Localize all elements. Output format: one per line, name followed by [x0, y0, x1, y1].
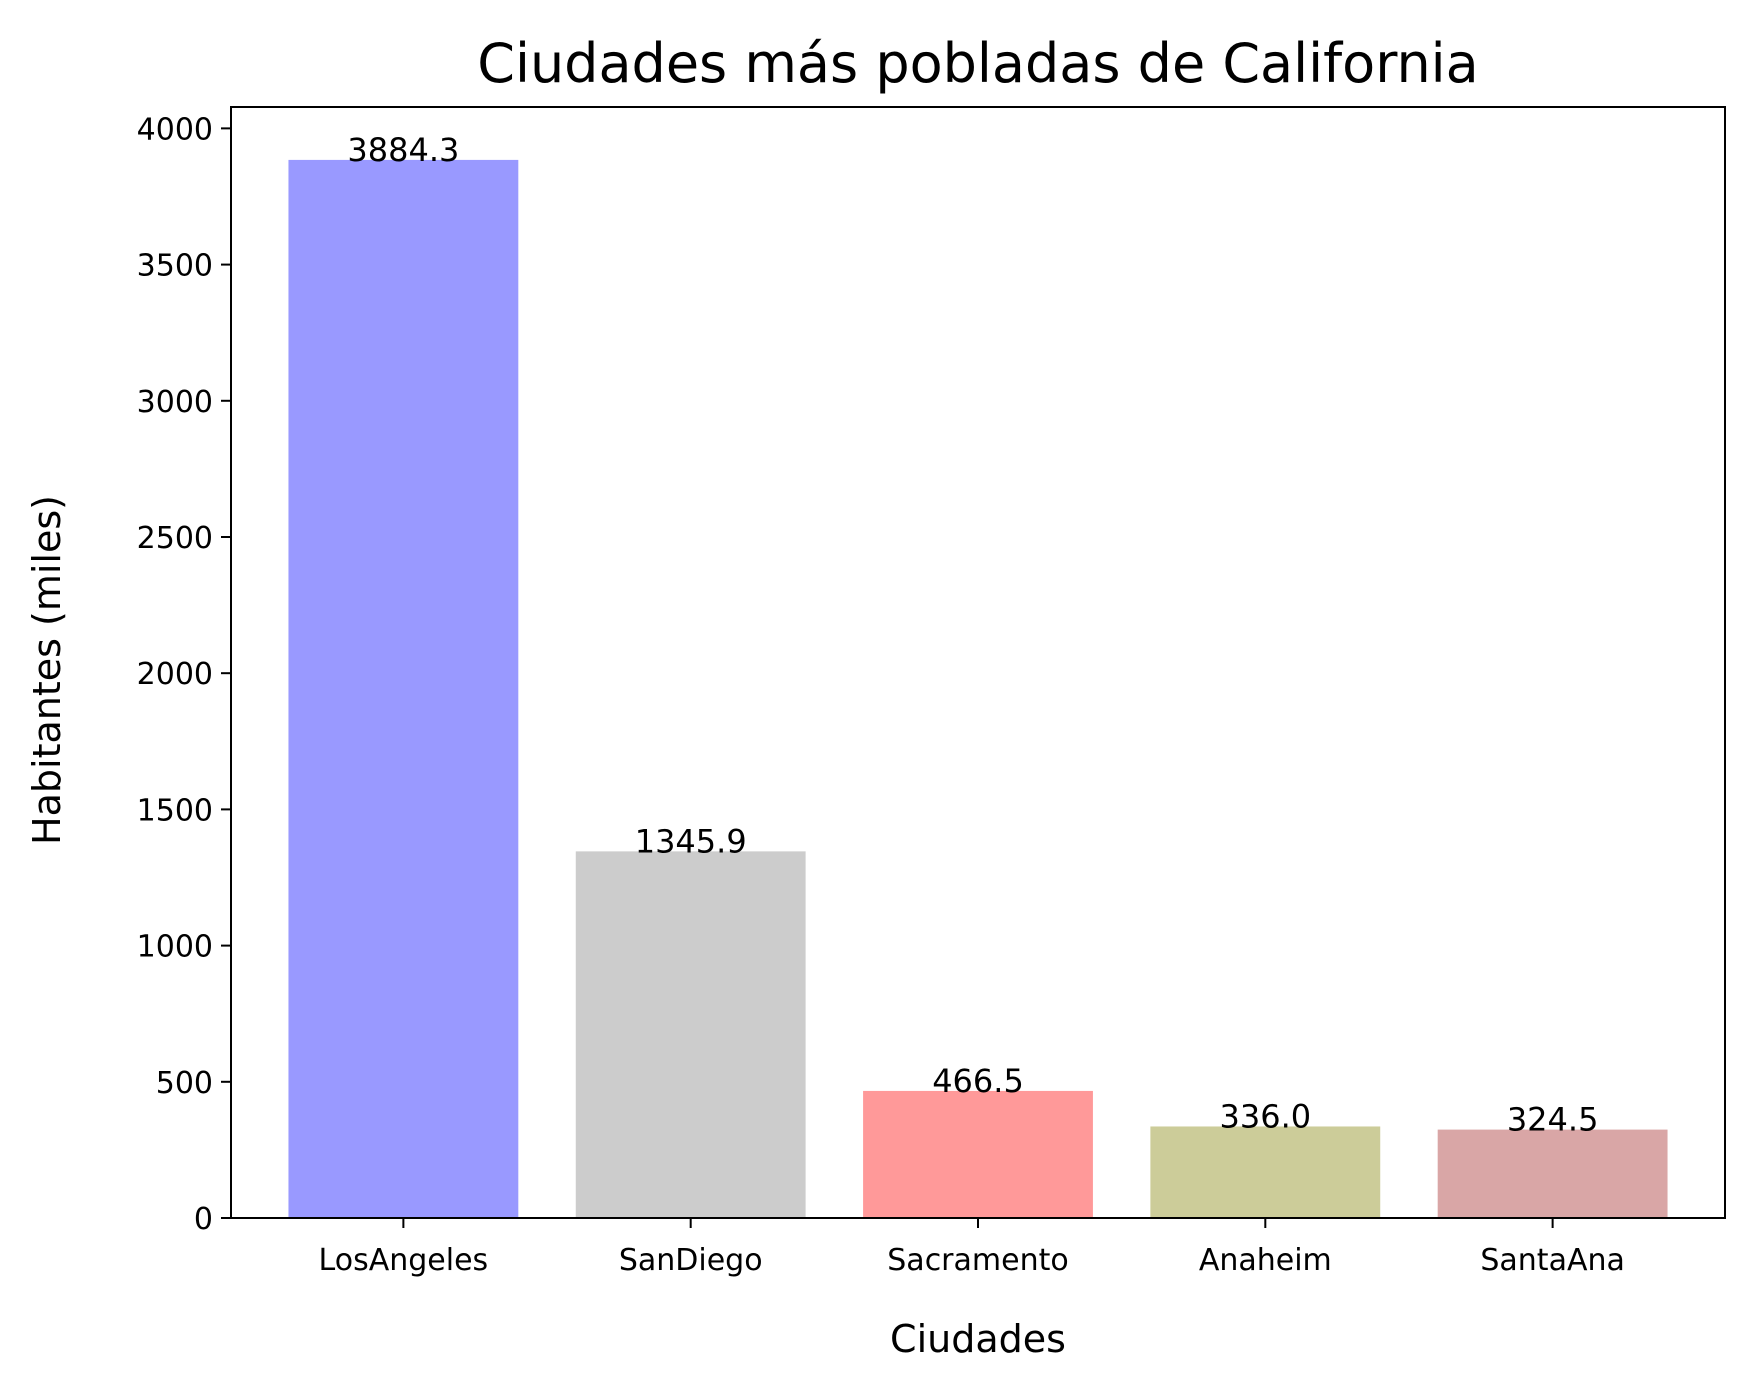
- bars-layer: [288, 159, 1668, 1218]
- y-tick-label: 1500: [137, 793, 213, 828]
- y-tick-label: 500: [156, 1066, 213, 1101]
- bar-anaheim: [1150, 1126, 1381, 1218]
- chart-title: Ciudades más pobladas de California: [477, 32, 1479, 95]
- bar-losangeles: [288, 159, 519, 1218]
- bar-sacramento: [863, 1090, 1093, 1218]
- y-tick-label: 4000: [137, 112, 213, 147]
- x-tick-label: LosAngeles: [319, 1243, 489, 1278]
- x-tick-label: Anaheim: [1199, 1243, 1332, 1278]
- bar-value-label: 466.5: [932, 1062, 1024, 1100]
- x-tick-label: Sacramento: [887, 1243, 1068, 1278]
- plot-frame: [230, 106, 1726, 1219]
- y-tick-label: 1000: [137, 930, 213, 965]
- y-tick-label: 3000: [137, 385, 213, 420]
- bar-labels-layer: 3884.3 1345.9 466.5 336.0 324.5: [347, 131, 1598, 1139]
- bar-sandiego: [575, 851, 806, 1218]
- y-axis-title: Habitantes (miles): [25, 495, 69, 845]
- x-tick-label: SanDiego: [619, 1243, 763, 1278]
- x-axis-title: Ciudades: [890, 1317, 1066, 1361]
- x-axis: LosAngeles SanDiego Sacramento Anaheim Santa…: [319, 1218, 1625, 1278]
- bar-value-label: 3884.3: [347, 131, 459, 169]
- x-tick-label: SantaAna: [1480, 1243, 1625, 1278]
- bar-value-label: 1345.9: [635, 822, 747, 860]
- y-axis: 0 500 1000 1500 2000 2500 3000 3500 4000: [137, 112, 231, 1237]
- y-tick-label: 2500: [137, 521, 213, 556]
- y-tick-label: 3500: [137, 249, 213, 284]
- y-tick-label: 0: [194, 1202, 213, 1237]
- y-tick-label: 2000: [137, 657, 213, 692]
- bar-value-label: 336.0: [1220, 1097, 1312, 1135]
- bar-value-label: 324.5: [1507, 1101, 1599, 1139]
- bar-santaana: [1437, 1129, 1668, 1218]
